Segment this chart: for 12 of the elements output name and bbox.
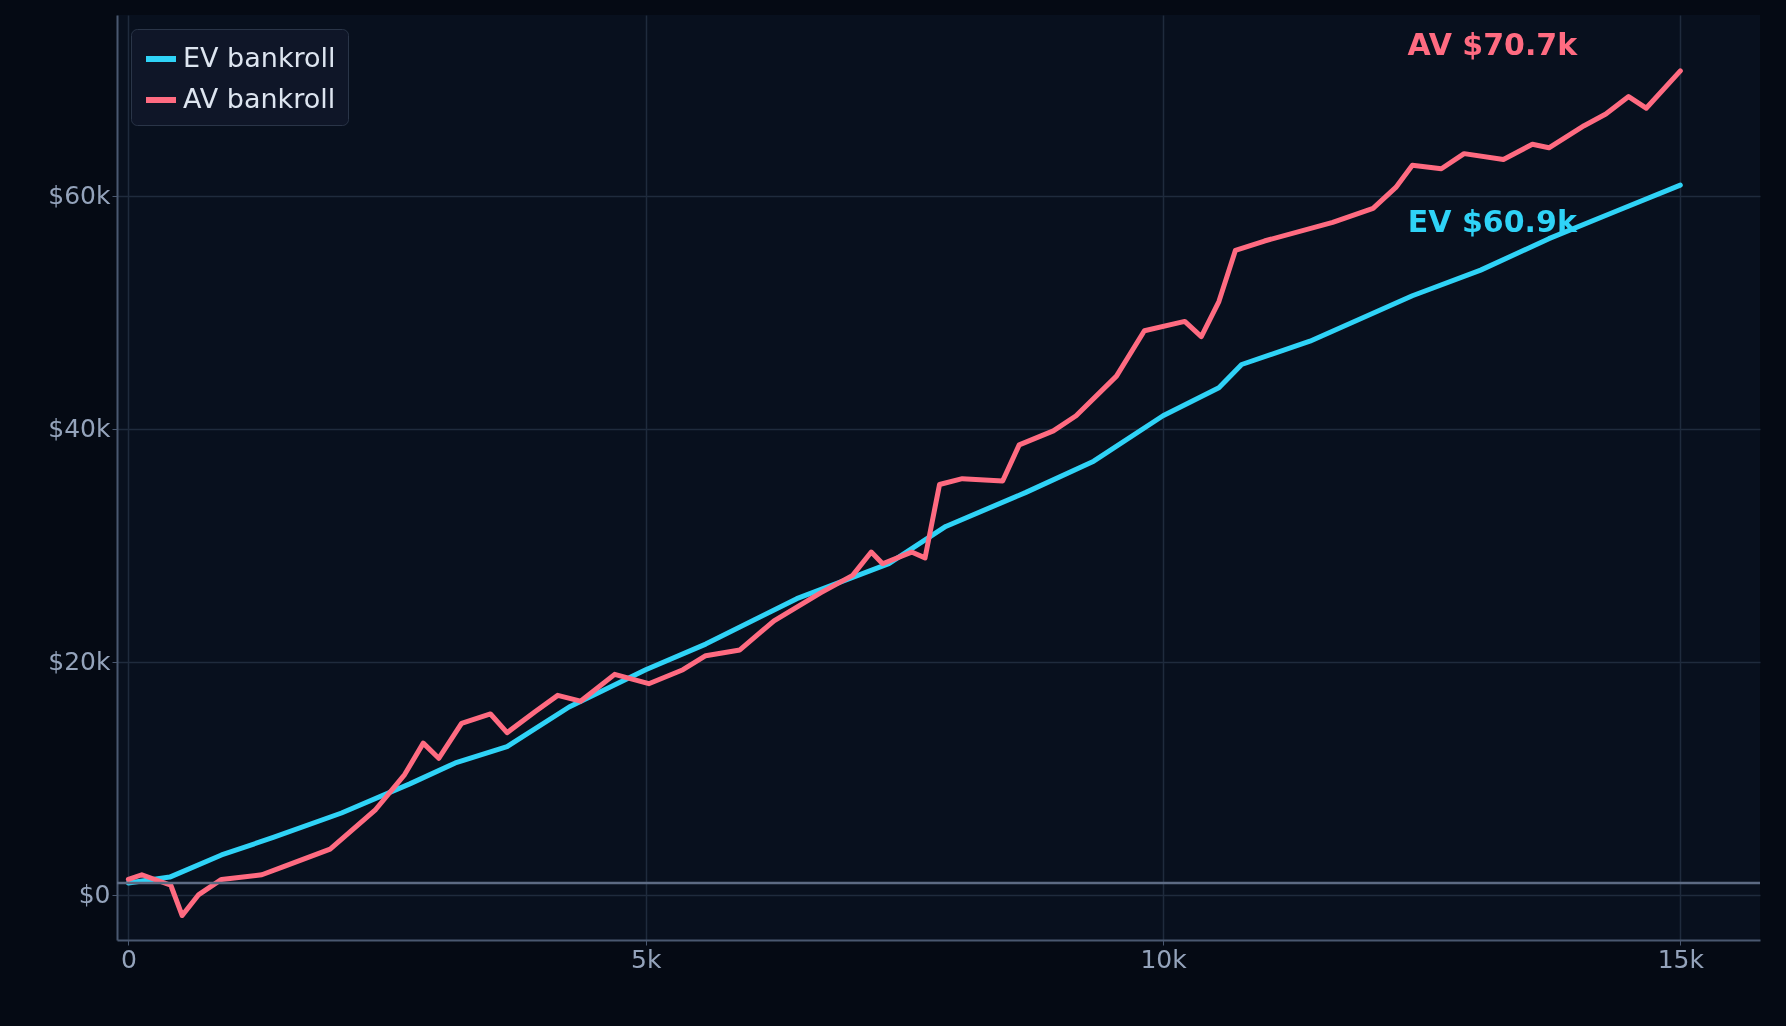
x-tick-label: 5k bbox=[631, 944, 662, 974]
x-tick-label: 15k bbox=[1657, 944, 1705, 974]
annotation: EV $60.9k bbox=[1407, 204, 1578, 240]
y-tick-label: $20k bbox=[48, 647, 112, 677]
y-tick-label: $60k bbox=[48, 181, 112, 211]
legend-label: EV bankroll bbox=[183, 42, 336, 73]
y-tick-label: $0 bbox=[78, 880, 111, 910]
y-tick-label: $40k bbox=[48, 414, 112, 444]
legend-label: AV bankroll bbox=[183, 83, 336, 114]
x-tick-label: 10k bbox=[1140, 944, 1188, 974]
annotation: AV $70.7k bbox=[1407, 26, 1579, 62]
x-tick-label: 0 bbox=[120, 944, 137, 974]
